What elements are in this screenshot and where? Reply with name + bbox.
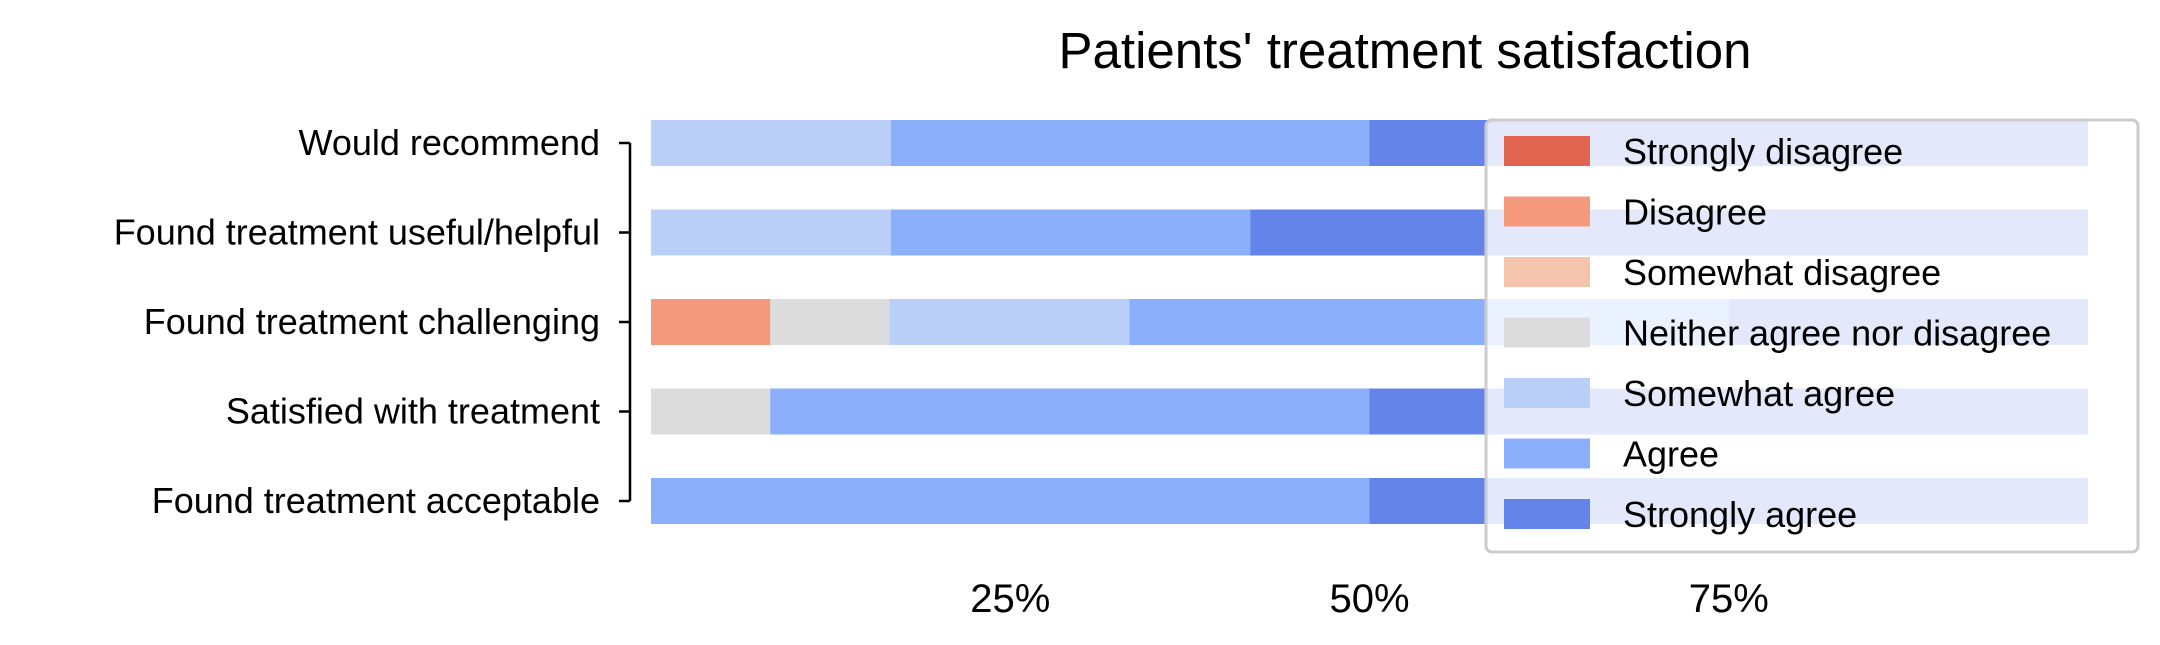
category-label: Found treatment challenging: [144, 301, 600, 342]
legend-swatch-strongly-agree: [1504, 499, 1590, 529]
legend-label-strongly-agree: Strongly agree: [1623, 494, 1857, 535]
bar-somewhat-agree: [651, 120, 891, 166]
legend-label-disagree: Disagree: [1623, 192, 1767, 233]
x-axis: 25% 50% 75%: [970, 577, 1769, 621]
bar-neither-agree-nor-disagree: [770, 299, 890, 345]
legend-swatch-strongly-disagree: [1504, 136, 1590, 166]
bar-agree: [651, 478, 1370, 524]
legend-swatch-somewhat-disagree: [1504, 257, 1590, 287]
y-axis: Would recommend Found treatment useful/he…: [114, 122, 632, 521]
bar-agree: [890, 209, 1251, 256]
legend-swatch-somewhat-agree: [1504, 378, 1590, 408]
chart-title: Patients' treatment satisfaction: [1059, 22, 1752, 79]
bar-somewhat-agree: [651, 209, 891, 256]
legend-label-somewhat-agree: Somewhat agree: [1623, 373, 1895, 414]
category-label: Found treatment useful/helpful: [114, 212, 600, 253]
x-tick-label: 75%: [1689, 577, 1769, 621]
category-label: Would recommend: [299, 122, 600, 163]
legend-swatch-neither-agree-nor-disagree: [1504, 317, 1590, 348]
legend-label-somewhat-disagree: Somewhat disagree: [1623, 252, 1941, 293]
bar-agree: [770, 388, 1370, 435]
legend[interactable]: Strongly disagree Disagree Somewhat disagr…: [1484, 118, 2140, 554]
x-tick-label: 25%: [970, 577, 1050, 621]
bar-agree: [890, 120, 1370, 166]
legend-swatch-disagree: [1504, 196, 1590, 227]
bar-somewhat-agree: [889, 299, 1130, 345]
legend-label-strongly-disagree: Strongly disagree: [1623, 131, 1903, 172]
category-label: Found treatment acceptable: [152, 480, 600, 521]
x-tick-label: 50%: [1329, 577, 1409, 621]
legend-label-neither-agree-nor-disagree: Neither agree nor disagree: [1623, 313, 2051, 354]
legend-swatch-agree: [1504, 438, 1590, 469]
legend-box: [1484, 118, 2140, 554]
category-label: Satisfied with treatment: [226, 391, 600, 432]
legend-label-agree: Agree: [1623, 434, 1719, 475]
bar-neither-agree-nor-disagree: [651, 388, 771, 435]
bar-disagree: [651, 299, 771, 345]
